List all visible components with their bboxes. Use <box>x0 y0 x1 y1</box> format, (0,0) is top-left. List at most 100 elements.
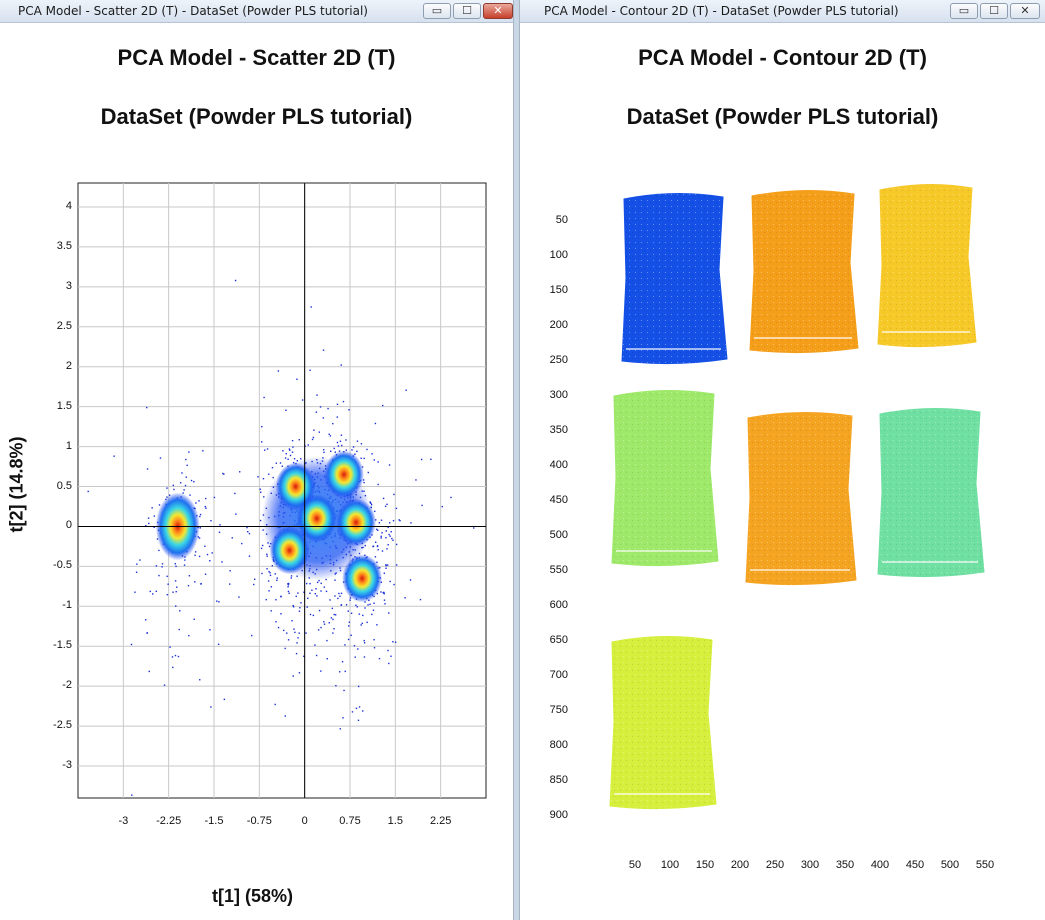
score-point <box>362 710 364 712</box>
score-point <box>303 591 305 593</box>
scatter-window-titlebar[interactable]: PCA Model - Scatter 2D (T) - DataSet (Po… <box>0 0 513 23</box>
close-button[interactable]: ✕ <box>1010 3 1040 19</box>
score-point <box>331 607 334 610</box>
score-point <box>231 537 233 539</box>
score-point <box>373 647 376 649</box>
score-point <box>270 586 273 588</box>
score-point <box>297 637 299 639</box>
score-point <box>378 657 381 660</box>
score-point <box>206 553 209 556</box>
score-point <box>339 440 342 442</box>
score-point <box>248 555 251 557</box>
score-point <box>373 602 375 604</box>
score-point <box>309 582 311 585</box>
score-point <box>333 613 335 616</box>
score-point <box>355 604 357 606</box>
maximize-button[interactable]: ☐ <box>453 3 481 19</box>
score-point <box>310 306 312 308</box>
score-point <box>381 550 384 552</box>
score-point <box>326 639 328 642</box>
density-cluster <box>342 554 383 603</box>
score-point <box>174 654 177 657</box>
score-point <box>385 536 387 539</box>
score-point <box>313 429 315 431</box>
score-point <box>295 595 297 598</box>
minimize-button[interactable]: ▭ <box>950 3 978 19</box>
score-point <box>340 434 343 436</box>
score-point <box>358 613 361 615</box>
score-point <box>395 507 398 510</box>
close-icon: ✕ <box>1020 4 1030 17</box>
y-tick-label: 850 <box>549 774 568 786</box>
x-tick-label: 200 <box>730 859 750 871</box>
y-tick-label: -1 <box>62 599 72 612</box>
score-point <box>175 605 177 607</box>
contour-window-titlebar[interactable]: PCA Model - Contour 2D (T) - DataSet (Po… <box>520 0 1045 23</box>
score-point <box>334 579 336 581</box>
score-image-bag-1 <box>621 192 728 365</box>
score-point <box>316 394 318 396</box>
score-point <box>253 578 256 581</box>
score-point <box>394 641 397 643</box>
score-point <box>188 575 191 577</box>
score-point <box>193 480 195 483</box>
score-point <box>363 457 365 460</box>
score-point <box>421 504 423 507</box>
score-point <box>388 612 390 614</box>
score-point <box>271 565 274 567</box>
maximize-button[interactable]: ☐ <box>980 3 1008 19</box>
score-point <box>332 632 334 634</box>
score-point <box>288 592 290 594</box>
window-splitter[interactable] <box>514 0 519 920</box>
score-point <box>261 572 263 575</box>
score-point <box>337 597 339 600</box>
score-point <box>309 369 311 371</box>
score-point <box>266 553 268 555</box>
score-point <box>149 590 151 593</box>
score-point <box>293 628 295 630</box>
score-point <box>298 632 300 634</box>
score-point <box>298 610 301 612</box>
score-point <box>377 529 379 531</box>
score-point <box>357 685 360 688</box>
score-point <box>317 629 320 631</box>
score-point <box>282 450 284 452</box>
score-point <box>284 715 286 717</box>
y-tick-label: -2 <box>62 679 72 692</box>
score-point <box>178 628 180 631</box>
score-point <box>202 450 204 452</box>
score-point <box>330 450 332 452</box>
score-point <box>354 453 356 455</box>
score-point <box>353 645 356 647</box>
score-point <box>199 513 202 516</box>
x-tick-label: 0.75 <box>339 815 361 827</box>
score-point <box>198 555 201 558</box>
score-point <box>247 530 249 533</box>
score-point <box>370 504 373 506</box>
score-point <box>209 560 211 562</box>
score-point <box>380 519 383 521</box>
score-point <box>386 503 388 506</box>
score-point <box>261 425 263 428</box>
score-point <box>420 458 423 461</box>
score-point <box>315 588 317 590</box>
score-point <box>360 624 362 626</box>
score-point <box>175 565 177 568</box>
minimize-button[interactable]: ▭ <box>423 3 451 19</box>
close-button[interactable]: ✕ <box>483 3 513 19</box>
y-tick-label: -0.5 <box>53 559 72 572</box>
contour-plot[interactable] <box>520 0 1045 920</box>
score-point <box>287 458 289 460</box>
score-point <box>323 621 325 623</box>
y-tick-label: 100 <box>549 249 568 261</box>
y-tick-label: 550 <box>549 564 568 576</box>
scatter-plot[interactable] <box>0 0 514 920</box>
score-point <box>152 593 154 595</box>
score-point <box>382 404 384 407</box>
score-point <box>153 515 156 517</box>
score-point <box>382 497 385 500</box>
score-point <box>287 639 290 641</box>
score-point <box>329 599 331 601</box>
y-tick-label: 650 <box>549 634 568 646</box>
score-point <box>275 462 278 464</box>
